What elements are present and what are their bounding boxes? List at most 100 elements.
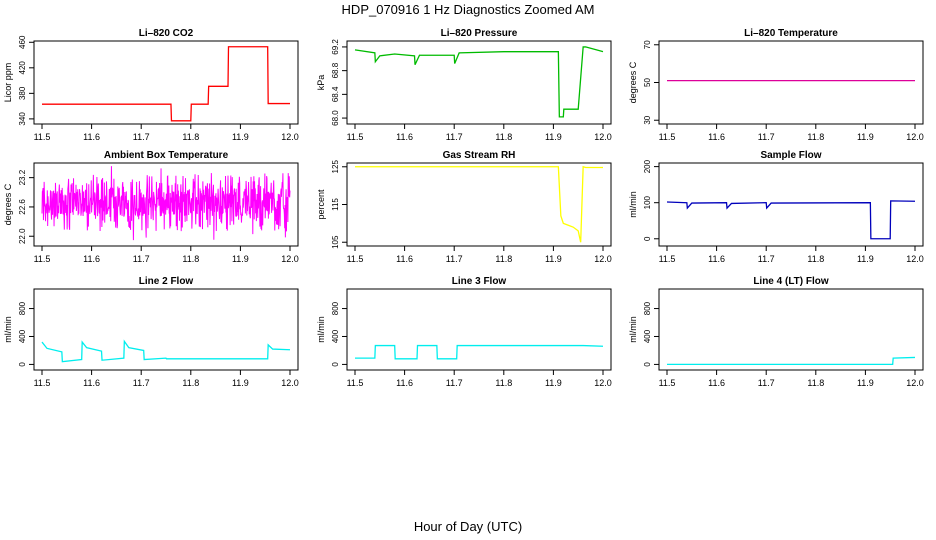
y-tick-label: 100 bbox=[643, 195, 652, 209]
series-line bbox=[354, 46, 604, 118]
y-tick-label: 23.2 bbox=[18, 169, 27, 185]
x-tick-label: 11.9 bbox=[857, 254, 874, 264]
y-tick-label: 125 bbox=[331, 160, 340, 174]
panel-title: Li–820 Temperature bbox=[744, 28, 838, 39]
y-axis-label: ml/min bbox=[628, 316, 638, 343]
y-tick-label: 0 bbox=[331, 362, 340, 367]
x-tick-label: 11.7 bbox=[133, 254, 150, 264]
y-tick-label: 420 bbox=[18, 61, 27, 75]
x-tick-label: 11.5 bbox=[34, 132, 51, 142]
x-tick-label: 12.0 bbox=[906, 378, 924, 388]
x-tick-label: 11.8 bbox=[807, 132, 824, 142]
panel-title: Li–820 Pressure bbox=[441, 28, 518, 39]
plot-frame bbox=[346, 288, 612, 371]
series-line bbox=[667, 356, 916, 366]
x-tick-label: 11.8 bbox=[182, 378, 199, 388]
x-tick-label: 12.0 bbox=[281, 132, 299, 142]
plot-frame bbox=[33, 288, 299, 371]
y-tick-label: 400 bbox=[331, 329, 340, 343]
x-tick-label: 11.5 bbox=[347, 254, 364, 264]
series-line bbox=[355, 165, 603, 243]
y-tick-label: 68.8 bbox=[331, 62, 340, 78]
plot-frame bbox=[658, 40, 924, 125]
y-tick-label: 105 bbox=[331, 235, 340, 249]
x-tick-label: 11.9 bbox=[232, 254, 249, 264]
y-tick-label: 22.6 bbox=[18, 199, 27, 215]
panel-3: Ambient Box Temperature degrees C 11.5 11.6… bbox=[3, 150, 299, 264]
x-tick-label: 11.9 bbox=[232, 378, 249, 388]
x-tick-label: 11.9 bbox=[545, 378, 562, 388]
x-tick-label: 11.7 bbox=[758, 254, 775, 264]
y-tick-label: 460 bbox=[18, 35, 27, 49]
x-tick-label: 12.0 bbox=[281, 378, 299, 388]
y-tick-label: 400 bbox=[18, 329, 27, 343]
y-axis-label: degrees C bbox=[628, 61, 638, 103]
y-tick-label: 340 bbox=[18, 112, 27, 126]
panel-title: Sample Flow bbox=[760, 150, 821, 161]
x-tick-label: 11.9 bbox=[857, 132, 874, 142]
x-tick-label: 11.5 bbox=[347, 378, 364, 388]
y-axis-label: percent bbox=[316, 189, 326, 220]
x-tick-label: 12.0 bbox=[906, 132, 924, 142]
x-tick-label: 11.8 bbox=[182, 254, 199, 264]
x-tick-label: 11.8 bbox=[807, 254, 824, 264]
y-tick-label: 68.4 bbox=[331, 86, 340, 102]
x-tick-label: 11.5 bbox=[34, 378, 51, 388]
y-tick-label: 380 bbox=[18, 86, 27, 100]
y-tick-label: 69.2 bbox=[331, 39, 340, 55]
y-tick-label: 400 bbox=[643, 329, 652, 343]
x-tick-label: 11.5 bbox=[659, 378, 676, 388]
series-line bbox=[666, 200, 916, 240]
x-tick-label: 11.6 bbox=[83, 378, 100, 388]
y-tick-label: 0 bbox=[643, 362, 652, 367]
x-tick-label: 11.5 bbox=[659, 254, 676, 264]
x-tick-label: 11.8 bbox=[182, 132, 199, 142]
x-tick-label: 12.0 bbox=[281, 254, 299, 264]
x-tick-label: 11.8 bbox=[495, 378, 512, 388]
series-line bbox=[42, 46, 290, 122]
x-tick-label: 11.9 bbox=[545, 254, 562, 264]
y-tick-label: 115 bbox=[331, 198, 340, 211]
x-tick-label: 11.6 bbox=[396, 132, 413, 142]
panel-title: Li–820 CO2 bbox=[139, 28, 194, 39]
x-tick-label: 11.6 bbox=[708, 132, 725, 142]
x-tick-label: 12.0 bbox=[594, 254, 612, 264]
x-tick-label: 11.7 bbox=[758, 378, 775, 388]
panel-6: Line 2 Flow ml/min 11.5 11.6 11.7 11.8 11.9 12.… bbox=[3, 276, 299, 388]
x-tick-label: 12.0 bbox=[594, 378, 612, 388]
x-tick-label: 11.7 bbox=[446, 254, 463, 264]
y-axis-label: kPa bbox=[316, 75, 326, 91]
x-tick-label: 11.9 bbox=[857, 378, 874, 388]
x-tick-label: 11.6 bbox=[708, 378, 725, 388]
x-tick-label: 11.5 bbox=[659, 132, 676, 142]
panel-5: Sample Flow ml/min 11.5 11.6 11.7 11.8 11.9 12.… bbox=[628, 150, 924, 264]
y-tick-label: 70 bbox=[643, 40, 652, 49]
x-tick-label: 11.6 bbox=[708, 254, 725, 264]
x-tick-label: 11.7 bbox=[133, 132, 150, 142]
panel-title: Gas Stream RH bbox=[443, 150, 516, 161]
plot-frame bbox=[658, 162, 924, 247]
y-tick-label: 30 bbox=[643, 115, 652, 124]
plot-frame bbox=[346, 40, 612, 125]
x-tick-label: 11.6 bbox=[83, 132, 100, 142]
x-tick-label: 11.6 bbox=[396, 254, 413, 264]
x-tick-label: 12.0 bbox=[906, 254, 924, 264]
y-tick-label: 800 bbox=[18, 301, 27, 315]
x-tick-label: 11.7 bbox=[446, 378, 463, 388]
x-tick-label: 12.0 bbox=[594, 132, 612, 142]
plot-frame bbox=[33, 40, 299, 125]
panel-title: Line 4 (LT) Flow bbox=[753, 276, 829, 287]
x-tick-label: 11.9 bbox=[545, 132, 562, 142]
plot-frame bbox=[658, 288, 924, 371]
panel-0: Li–820 CO2 Licor ppm 11.5 11.6 11.7 11.8 11.9 1… bbox=[3, 28, 299, 142]
x-tick-label: 11.7 bbox=[758, 132, 775, 142]
y-tick-label: 0 bbox=[18, 362, 27, 367]
series-line bbox=[41, 166, 291, 241]
y-tick-label: 50 bbox=[643, 78, 652, 87]
y-tick-label: 800 bbox=[643, 301, 652, 315]
y-tick-label: 22.0 bbox=[18, 228, 27, 244]
x-tick-label: 11.9 bbox=[232, 132, 249, 142]
plot-frame bbox=[346, 162, 612, 247]
series-line bbox=[355, 344, 604, 360]
